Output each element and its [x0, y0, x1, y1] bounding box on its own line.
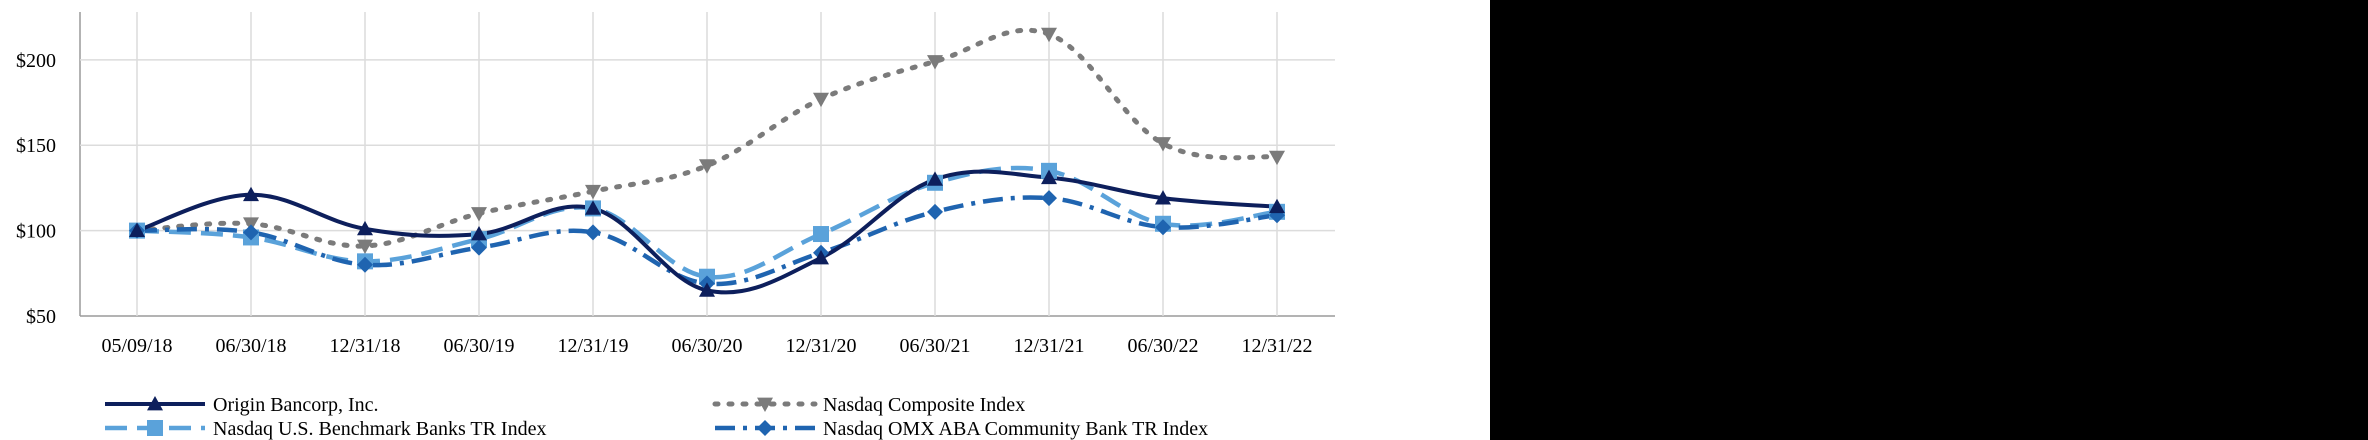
data-point-3-2 — [357, 256, 373, 273]
x-tick-label: 12/31/22 — [1241, 335, 1312, 357]
black-panel — [1490, 0, 2368, 440]
data-point-0-0 — [129, 222, 145, 238]
x-tick-label: 12/31/19 — [557, 335, 628, 357]
data-point-1-6 — [813, 92, 829, 108]
y-tick-label: $150 — [16, 135, 56, 157]
legend-label-3: Nasdaq OMX ABA Community Bank TR Index — [823, 418, 1208, 440]
series-markers — [129, 27, 1285, 297]
data-point-0-1 — [243, 186, 259, 202]
line-chart: $50 $100 $150 $200 05/09/18 06/30/18 12/31/18… — [16, 12, 1335, 440]
data-point-0-3 — [471, 226, 487, 241]
series-line-0 — [136, 169, 1278, 295]
legend-marker-0 — [147, 396, 163, 411]
x-tick-label: 06/30/21 — [899, 335, 970, 357]
data-point-1-8 — [1041, 27, 1057, 43]
data-point-1-10 — [1269, 150, 1285, 166]
data-point-1-3 — [471, 207, 487, 222]
x-tick-label: 06/30/19 — [443, 335, 514, 357]
y-axis-tick-labels: $50 $100 $150 $200 — [16, 50, 56, 328]
data-point-3-1 — [243, 224, 259, 241]
data-point-1-9 — [1155, 137, 1171, 152]
data-point-1-2 — [357, 239, 373, 254]
data-point-0-6 — [813, 249, 829, 265]
data-point-0-9 — [1155, 190, 1171, 205]
data-point-2-6 — [813, 226, 829, 243]
data-point-0-7 — [927, 171, 943, 186]
data-point-3-9 — [1155, 219, 1171, 236]
data-point-0-4 — [585, 200, 601, 215]
data-point-3-4 — [585, 224, 601, 241]
data-point-0-8 — [1041, 169, 1057, 185]
x-axis-tick-labels: 05/09/18 06/30/18 12/31/18 06/30/19 12/31/19… — [101, 335, 1312, 357]
data-point-0-2 — [357, 220, 373, 236]
legend-marker-2 — [147, 420, 163, 436]
x-tick-label: 12/31/21 — [1013, 335, 1084, 357]
x-tick-label: 12/31/18 — [329, 335, 400, 357]
x-tick-label: 12/31/20 — [785, 335, 856, 357]
data-point-0-10 — [1269, 198, 1285, 214]
data-point-0-5 — [699, 282, 715, 297]
y-tick-label: $200 — [16, 50, 56, 72]
y-tick-label: $50 — [26, 306, 56, 328]
data-point-3-8 — [1041, 190, 1057, 207]
x-tick-label: 06/30/22 — [1127, 335, 1198, 357]
legend-label-1: Nasdaq Composite Index — [823, 394, 1025, 416]
legend-label-0: Origin Bancorp, Inc. — [213, 394, 379, 416]
data-point-3-7 — [927, 203, 943, 220]
legend-label-2: Nasdaq U.S. Benchmark Banks TR Index — [213, 418, 546, 440]
legend-marker-1 — [757, 397, 773, 412]
data-point-1-5 — [699, 159, 715, 174]
x-tick-label: 06/30/20 — [671, 335, 742, 357]
y-tick-label: $100 — [16, 221, 56, 243]
series-line-1 — [134, 27, 1280, 249]
legend: Origin Bancorp, Inc. Nasdaq Composite Ind… — [105, 394, 1208, 440]
x-tick-label: 06/30/18 — [215, 335, 286, 357]
legend-marker-3 — [757, 420, 773, 436]
x-tick-label: 05/09/18 — [101, 335, 172, 357]
data-point-3-3 — [471, 239, 487, 256]
data-point-1-4 — [585, 184, 601, 200]
data-point-1-7 — [927, 55, 943, 70]
